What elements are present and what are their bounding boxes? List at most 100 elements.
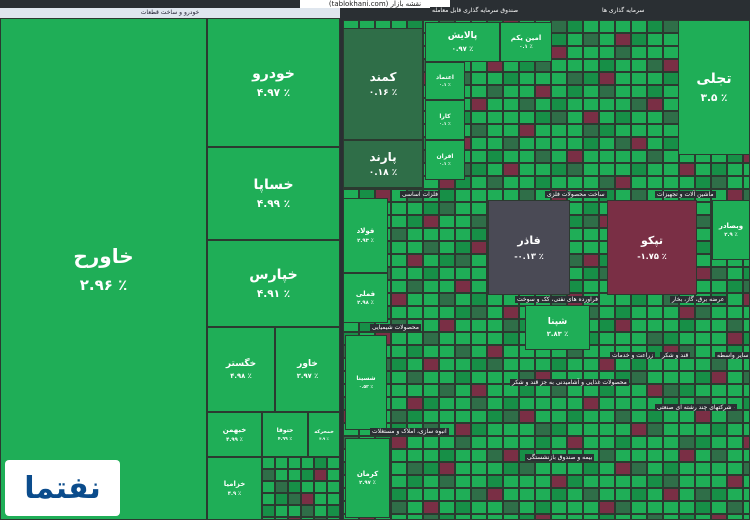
tile bbox=[631, 462, 647, 475]
tile bbox=[663, 46, 679, 59]
tile bbox=[743, 410, 750, 423]
tile bbox=[663, 436, 679, 449]
tile bbox=[631, 137, 647, 150]
tile bbox=[503, 176, 519, 189]
tile bbox=[663, 176, 679, 189]
ticker: وبصادر bbox=[718, 221, 744, 230]
tile bbox=[631, 98, 647, 111]
ticker: خساپا bbox=[253, 176, 294, 193]
tile bbox=[407, 436, 423, 449]
tile bbox=[471, 189, 487, 202]
tile bbox=[615, 462, 631, 475]
tile bbox=[647, 436, 663, 449]
tile bbox=[519, 358, 535, 371]
tile bbox=[391, 358, 407, 371]
tile bbox=[455, 345, 471, 358]
tile bbox=[695, 410, 711, 423]
sector-label: ساخت محصولات فلزی bbox=[545, 191, 607, 198]
tile: افران ۰.۱ ٪ bbox=[425, 140, 465, 180]
tile bbox=[631, 20, 647, 33]
tile bbox=[262, 505, 275, 517]
tile bbox=[647, 319, 663, 332]
tile: شپنا ۲.۸۳ ٪ bbox=[525, 305, 590, 350]
tile bbox=[439, 371, 455, 384]
ticker: افران bbox=[436, 152, 454, 160]
tile bbox=[551, 397, 567, 410]
tile bbox=[471, 423, 487, 436]
sector-label: انبوه سازی، املاک و مستغلات bbox=[370, 428, 449, 435]
tile bbox=[455, 293, 471, 306]
tile bbox=[567, 488, 583, 501]
tile bbox=[471, 228, 487, 241]
tile bbox=[599, 332, 615, 345]
tile bbox=[743, 501, 750, 514]
tile bbox=[423, 501, 439, 514]
tile bbox=[663, 423, 679, 436]
tile bbox=[631, 501, 647, 514]
tile bbox=[455, 384, 471, 397]
tile bbox=[423, 332, 439, 345]
tile bbox=[647, 72, 663, 85]
tile bbox=[407, 215, 423, 228]
tile bbox=[535, 436, 551, 449]
tile bbox=[423, 358, 439, 371]
tile bbox=[535, 397, 551, 410]
tile bbox=[391, 293, 407, 306]
tile bbox=[567, 176, 583, 189]
tile bbox=[631, 59, 647, 72]
tile bbox=[663, 85, 679, 98]
tile bbox=[663, 319, 679, 332]
tile bbox=[663, 475, 679, 488]
tile bbox=[583, 397, 599, 410]
tile bbox=[423, 449, 439, 462]
tile bbox=[567, 358, 583, 371]
tile bbox=[471, 98, 487, 111]
tile bbox=[535, 137, 551, 150]
tile bbox=[583, 20, 599, 33]
tile bbox=[423, 345, 439, 358]
tile bbox=[743, 384, 750, 397]
tile bbox=[599, 111, 615, 124]
tile: خزامیا ۴.۹ ٪ bbox=[207, 457, 262, 520]
tile bbox=[727, 371, 743, 384]
tile bbox=[439, 189, 455, 202]
tile bbox=[711, 501, 727, 514]
tile bbox=[583, 163, 599, 176]
tile bbox=[439, 514, 455, 520]
tile bbox=[471, 319, 487, 332]
tile bbox=[743, 397, 750, 410]
tile bbox=[583, 423, 599, 436]
tile bbox=[727, 475, 743, 488]
tile bbox=[391, 514, 407, 520]
tile bbox=[423, 514, 439, 520]
tile bbox=[551, 124, 567, 137]
tile: پالایش ۰.۹۷ ٪ bbox=[425, 22, 500, 62]
tile bbox=[262, 469, 275, 481]
tile bbox=[519, 124, 535, 137]
tile bbox=[471, 410, 487, 423]
tile bbox=[727, 332, 743, 345]
tile bbox=[391, 371, 407, 384]
tile bbox=[391, 228, 407, 241]
tile bbox=[631, 163, 647, 176]
tile bbox=[615, 475, 631, 488]
tile bbox=[647, 46, 663, 59]
tile bbox=[487, 449, 503, 462]
tile bbox=[695, 176, 711, 189]
tile bbox=[455, 514, 471, 520]
tile bbox=[391, 488, 407, 501]
tile bbox=[583, 410, 599, 423]
tile bbox=[275, 505, 288, 517]
tile bbox=[455, 254, 471, 267]
tile bbox=[695, 163, 711, 176]
tile bbox=[663, 306, 679, 319]
sector-label: محصولات شیمیایی bbox=[370, 324, 421, 331]
tile bbox=[599, 33, 615, 46]
tile bbox=[288, 493, 301, 505]
tile bbox=[711, 436, 727, 449]
tile bbox=[583, 202, 599, 215]
tile bbox=[647, 33, 663, 46]
tile bbox=[631, 423, 647, 436]
tile bbox=[407, 358, 423, 371]
